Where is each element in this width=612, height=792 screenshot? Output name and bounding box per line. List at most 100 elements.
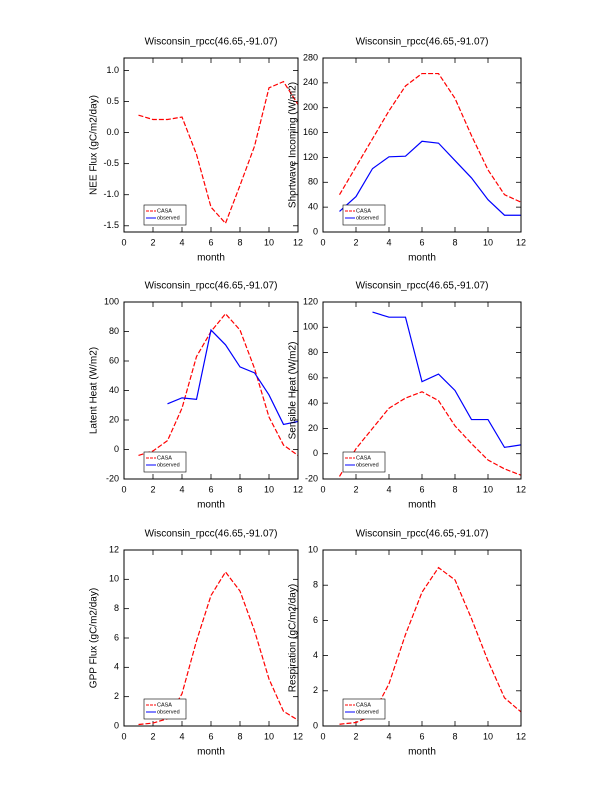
x-tick-label: 4: [179, 731, 184, 741]
series-line: [138, 312, 298, 456]
plot-frame: [123, 57, 299, 233]
legend-label: CASA: [157, 702, 172, 708]
x-tick-label: 12: [293, 237, 303, 247]
y-tick-label: 160: [303, 127, 318, 137]
x-tick-label: 6: [419, 237, 424, 247]
x-axis-label: month: [408, 253, 436, 264]
y-axis-label: NEE Flux (gC/m2/day): [89, 95, 100, 195]
y-tick-label: 40: [109, 385, 119, 395]
y-axis-label: GPP Flux (gC/m2/day): [89, 588, 100, 688]
x-tick-label: 2: [353, 731, 358, 741]
series-line: [372, 311, 521, 449]
x-tick-label: 6: [419, 484, 424, 494]
y-tick-label: 0: [114, 444, 119, 454]
y-tick-label: 40: [308, 202, 318, 212]
x-tick-label: 0: [320, 237, 325, 247]
x-tick-label: 8: [452, 237, 457, 247]
x-tick-label: 6: [208, 731, 213, 741]
y-tick-label: 0: [313, 720, 318, 730]
x-tick-label: 4: [179, 484, 184, 494]
plot-frame: [123, 301, 299, 480]
panel-title: Wisconsin_rpcc(46.65,-91.07): [356, 281, 489, 292]
y-axis-label: Sensible Heat (W/m2): [288, 342, 299, 440]
x-tick-label: 4: [386, 731, 391, 741]
x-tick-label: 10: [483, 731, 493, 741]
x-tick-label: 2: [353, 484, 358, 494]
x-tick-label: 10: [264, 237, 274, 247]
y-tick-label: 6: [313, 615, 318, 625]
legend-label: observed: [356, 709, 379, 715]
series-line: [339, 140, 521, 216]
y-tick-label: 0: [313, 448, 318, 458]
plot-frame: [123, 549, 299, 727]
x-tick-label: 12: [293, 484, 303, 494]
legend-label: observed: [157, 462, 180, 468]
series-line: [167, 328, 298, 426]
x-tick-label: 4: [179, 237, 184, 247]
y-tick-label: 80: [308, 177, 318, 187]
x-tick-label: 12: [516, 484, 526, 494]
y-axis-label: Shortwave Incoming (W/m2): [288, 82, 299, 208]
x-tick-label: 8: [237, 237, 242, 247]
x-tick-label: 6: [208, 237, 213, 247]
x-tick-label: 6: [208, 484, 213, 494]
x-tick-label: 4: [386, 237, 391, 247]
y-tick-label: -0.5: [103, 158, 119, 168]
x-axis-label: month: [408, 747, 436, 758]
y-tick-label: 4: [313, 650, 318, 660]
y-tick-label: -1.5: [103, 220, 119, 230]
y-tick-label: 0.0: [106, 127, 119, 137]
x-tick-label: 10: [483, 484, 493, 494]
y-tick-label: -1.0: [103, 189, 119, 199]
series-line: [138, 80, 298, 225]
series-line: [338, 72, 521, 203]
panel: Wisconsin_rpcc(46.65,-91.07)month Respira…: [288, 529, 526, 758]
y-tick-label: 40: [308, 398, 318, 408]
y-tick-label: 120: [303, 152, 318, 162]
x-tick-label: 6: [419, 731, 424, 741]
y-tick-label: 100: [104, 296, 119, 306]
legend-box: [143, 451, 187, 473]
x-tick-label: 8: [237, 731, 242, 741]
y-tick-label: -20: [305, 473, 318, 483]
y-tick-label: 20: [308, 423, 318, 433]
legend-box: [143, 204, 187, 226]
y-tick-label: -20: [106, 473, 119, 483]
plot-frame: [322, 301, 522, 480]
y-tick-label: 12: [109, 544, 119, 554]
legend-label: observed: [157, 215, 180, 221]
panel-title: Wisconsin_rpcc(46.65,-91.07): [356, 37, 489, 48]
legend-label: CASA: [356, 208, 371, 214]
panel-title: Wisconsin_rpcc(46.65,-91.07): [145, 281, 278, 292]
x-tick-label: 10: [483, 237, 493, 247]
y-tick-label: 2: [313, 685, 318, 695]
panel: Wisconsin_rpcc(46.65,-91.07)month Latent …: [89, 281, 303, 511]
y-tick-label: 280: [303, 52, 318, 62]
y-tick-label: 100: [303, 322, 318, 332]
legend-box: [143, 698, 187, 720]
y-tick-label: 0: [313, 226, 318, 236]
x-tick-label: 8: [452, 731, 457, 741]
legend-box: [342, 698, 386, 720]
x-tick-label: 0: [320, 731, 325, 741]
y-tick-label: 80: [109, 326, 119, 336]
x-tick-label: 2: [150, 484, 155, 494]
x-tick-label: 2: [150, 731, 155, 741]
x-axis-label: month: [408, 500, 436, 511]
legend-box: [342, 204, 386, 226]
legend-label: CASA: [157, 208, 172, 214]
y-tick-label: 240: [303, 77, 318, 87]
y-tick-label: 200: [303, 102, 318, 112]
plot-frame: [322, 549, 522, 727]
panel: Wisconsin_rpcc(46.65,-91.07)month Sensibl…: [288, 281, 526, 511]
y-tick-label: 2: [114, 691, 119, 701]
legend-label: CASA: [157, 455, 172, 461]
x-axis-label: month: [197, 500, 225, 511]
x-tick-label: 12: [293, 731, 303, 741]
y-tick-label: 60: [109, 355, 119, 365]
panel: Wisconsin_rpcc(46.65,-91.07)month GPP Flu…: [89, 529, 303, 758]
y-axis-label: Latent Heat (W/m2): [89, 347, 100, 434]
y-tick-label: 10: [109, 574, 119, 584]
